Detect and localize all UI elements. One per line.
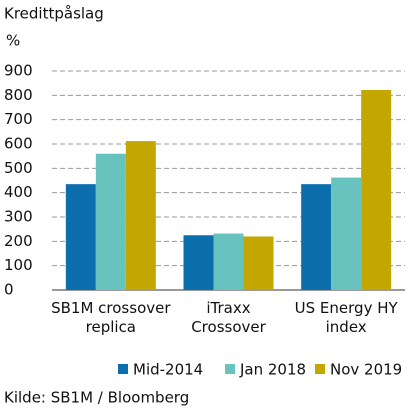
legend-label: Mid-2014 [133, 361, 203, 379]
x-tick-label: iTraxx Crossover [191, 299, 266, 336]
legend-swatch [118, 364, 128, 374]
y-tick-label: 300 [4, 208, 33, 226]
bar [213, 233, 244, 290]
bar [65, 184, 96, 290]
bar [183, 235, 214, 290]
y-tick-label: 700 [4, 110, 33, 128]
legend-label: Jan 2018 [239, 361, 306, 379]
chart-title: Kredittpåslag [4, 5, 104, 23]
y-tick-label: 200 [4, 232, 33, 250]
y-unit: % [6, 32, 20, 50]
x-tick-label: US Energy HY index [294, 299, 398, 336]
y-tick-label: 0 [4, 281, 14, 299]
x-tick-label: SB1M crossover replica [51, 299, 171, 336]
y-tick-label: 900 [4, 62, 33, 80]
legend-label: Nov 2019 [330, 361, 402, 379]
bar [361, 89, 392, 290]
bar [95, 153, 126, 290]
y-tick-label: 400 [4, 183, 33, 201]
bar [331, 177, 362, 290]
source: Kilde: SB1M / Bloomberg [4, 389, 189, 407]
y-tick-label: 600 [4, 135, 33, 153]
y-tick-label: 100 [4, 256, 33, 274]
bar [125, 141, 156, 290]
y-tick-label: 500 [4, 159, 33, 177]
legend-swatch [225, 364, 235, 374]
bar [301, 184, 332, 290]
y-tick-label: 800 [4, 86, 33, 104]
legend-swatch [315, 364, 325, 374]
bar [243, 236, 274, 290]
